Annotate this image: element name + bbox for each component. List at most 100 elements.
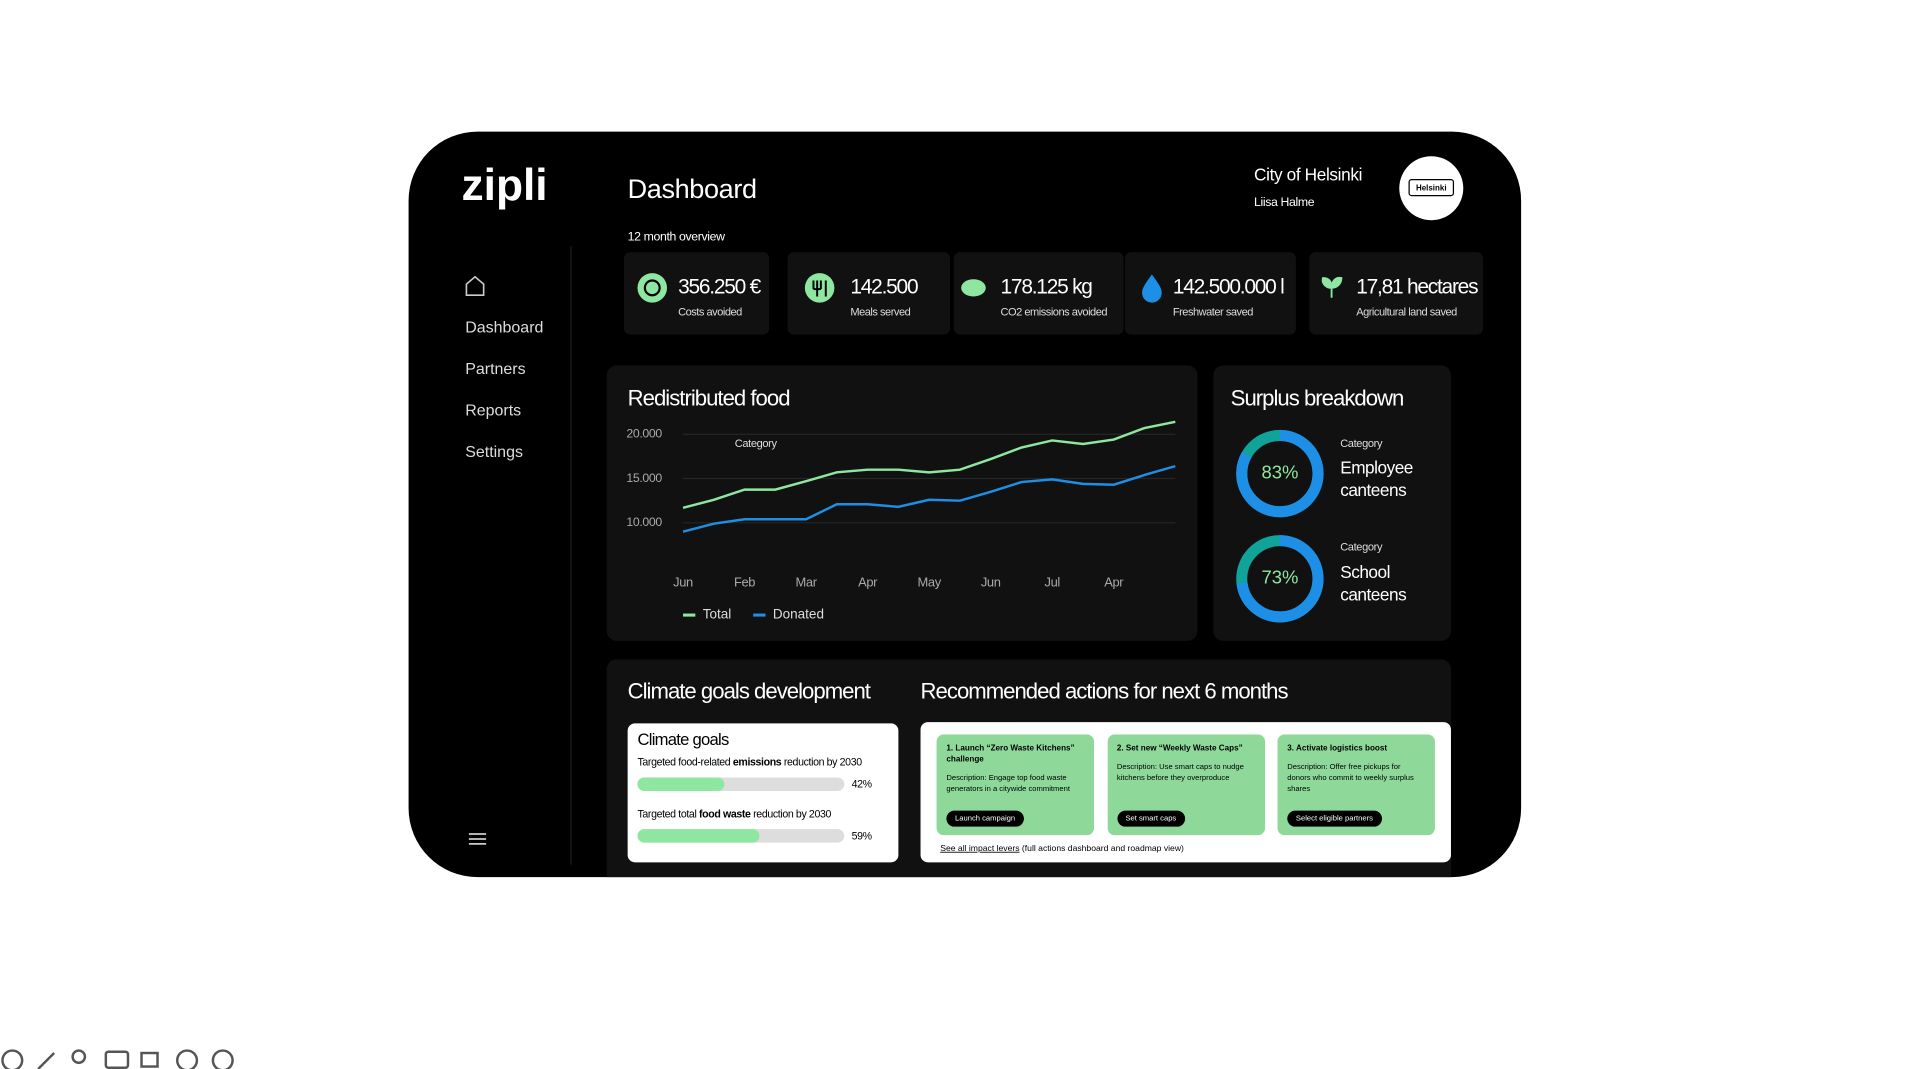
action-description: Description: Engage top food waste gener…	[946, 773, 1070, 794]
page-subtitle: 12 month overview	[628, 230, 725, 244]
org-logo	[1399, 156, 1464, 221]
kpi-value: 142.500	[850, 275, 918, 298]
x-tick-label: Jun	[673, 574, 693, 589]
progress-label: 59%	[852, 830, 873, 842]
actions-link-line: See all impact levers (full actions dash…	[940, 843, 1184, 853]
x-tick-label: Jul	[1045, 574, 1060, 589]
nav-item[interactable]: Reports	[465, 403, 521, 420]
series-line	[682, 464, 1176, 533]
zoom-button[interactable]	[71, 1049, 87, 1065]
kpi-card	[787, 252, 951, 335]
text-box: 2. Set new “Weekly Waste Caps” Descriptio…	[1106, 734, 1265, 836]
surplus-name: Employee canteens	[1340, 457, 1413, 500]
nav-item[interactable]: Dashboard	[465, 320, 543, 337]
org-name: City of Helsinki	[1254, 164, 1362, 184]
kpi-card	[1124, 252, 1296, 335]
surplus-name: School canteens	[1340, 562, 1407, 605]
x-tick-label: Apr	[1104, 574, 1124, 589]
climate-title: Climate goals development	[628, 678, 871, 703]
water-icon	[1142, 274, 1162, 303]
meal-icon-inner	[812, 280, 827, 297]
action-button[interactable]: Set smart caps	[1116, 810, 1185, 827]
meal-icon	[804, 273, 835, 303]
logo-box	[1408, 178, 1455, 197]
x-tick-label: Mar	[796, 574, 818, 589]
surplus-caption: Category	[1340, 541, 1383, 553]
x-tick-label: Apr	[858, 574, 878, 589]
toolbar	[1, 1049, 234, 1069]
actions-link[interactable]: See all impact levers	[940, 843, 1019, 853]
next-button[interactable]	[211, 1049, 234, 1069]
more-button[interactable]	[175, 1049, 199, 1069]
x-tick-label: Jun	[981, 574, 1001, 589]
kpi-label: Freshwater saved	[1173, 306, 1253, 318]
kpi-label: Agricultural land saved	[1356, 306, 1457, 318]
action-button[interactable]: Launch campaign	[946, 810, 1024, 827]
goal-text-part: reduction by 2030	[751, 808, 832, 820]
chart-annotation: Category	[735, 438, 778, 450]
goal-text: Targeted total food waste reduction by 2…	[637, 808, 831, 820]
menu-icon[interactable]	[468, 833, 487, 845]
donut-label: 73%	[1261, 567, 1298, 588]
nav-item[interactable]: Partners	[465, 361, 525, 378]
donut-value	[1236, 535, 1324, 623]
action-description: Description: Offer free pickups for dono…	[1287, 762, 1414, 794]
kpi-value: 17,81 hectares	[1356, 275, 1478, 298]
chart-title: Redistributed food	[628, 386, 790, 411]
action-card: 3. Activate logistics boost Description: …	[1277, 734, 1435, 836]
logo-text: Helsinki	[1416, 183, 1447, 192]
brand-logo: zipli	[462, 161, 548, 210]
legend-label: Total	[703, 607, 732, 622]
donut-label: 83%	[1261, 461, 1298, 482]
kpi-card	[953, 252, 1124, 335]
home-icon	[465, 275, 485, 297]
action-button[interactable]: Select eligible partners	[1287, 810, 1382, 827]
surplus-caption: Category	[1340, 438, 1383, 450]
pen-button[interactable]	[37, 1052, 56, 1069]
euro-icon	[637, 273, 668, 303]
climate-card-title: Climate goals	[637, 730, 728, 749]
surplus-title: Surplus breakdown	[1231, 386, 1404, 411]
kpi-card	[623, 252, 770, 335]
text-box: Employee canteens	[1340, 457, 1413, 500]
progress-fill	[637, 777, 725, 791]
climate-card	[627, 723, 899, 863]
x-tick-label: May	[918, 574, 942, 589]
action-title: 1. Launch “Zero Waste Kitchens” challeng…	[946, 744, 1075, 764]
nav-item[interactable]: Settings	[465, 444, 523, 461]
action-card: 2. Set new “Weekly Waste Caps” Descriptio…	[1106, 734, 1265, 836]
cc-button[interactable]	[104, 1050, 130, 1069]
y-tick-label: 10.000	[626, 515, 662, 529]
x-tick-label: Feb	[734, 574, 755, 589]
user-name: Liisa Halme	[1254, 195, 1315, 209]
page-title: Dashboard	[628, 174, 757, 204]
action-card: 1. Launch “Zero Waste Kitchens” challeng…	[936, 734, 1095, 836]
progress-label: 42%	[852, 779, 873, 791]
text-box: School canteens	[1340, 562, 1407, 605]
action-title: 2. Set new “Weekly Waste Caps”	[1116, 744, 1243, 753]
back-button[interactable]	[1, 1049, 24, 1069]
text-box: 1. Launch “Zero Waste Kitchens” challeng…	[936, 734, 1095, 836]
land-icon	[1321, 276, 1343, 298]
goal-text-part: Targeted food-related	[637, 756, 732, 768]
video-button[interactable]	[140, 1051, 159, 1068]
kpi-card	[1309, 252, 1483, 335]
kpi-value: 356.250 €	[678, 275, 762, 298]
goal-text-part: food waste	[699, 808, 751, 820]
action-title: 3. Activate logistics boost	[1287, 744, 1388, 753]
kpi-value: 142.500.000 l	[1173, 275, 1284, 298]
series-line	[682, 420, 1176, 509]
actions-title: Recommended actions for next 6 months	[921, 678, 1289, 703]
goal-text: Targeted food-related emissions reductio…	[637, 756, 862, 768]
actions-link-note: (full actions dashboard and roadmap view…	[1020, 843, 1184, 853]
action-description: Description: Use smart caps to nudge kit…	[1116, 762, 1244, 783]
euro-icon-inner	[643, 279, 661, 297]
goal-text-part: emissions	[733, 756, 782, 768]
kpi-label: CO2 emissions avoided	[1001, 306, 1108, 318]
donut-value	[1236, 429, 1324, 518]
goal-text-part: Targeted total	[637, 808, 699, 820]
legend-label: Donated	[773, 607, 824, 622]
kpi-label: Costs avoided	[678, 306, 742, 318]
goal-text-part: reduction by 2030	[781, 756, 862, 768]
